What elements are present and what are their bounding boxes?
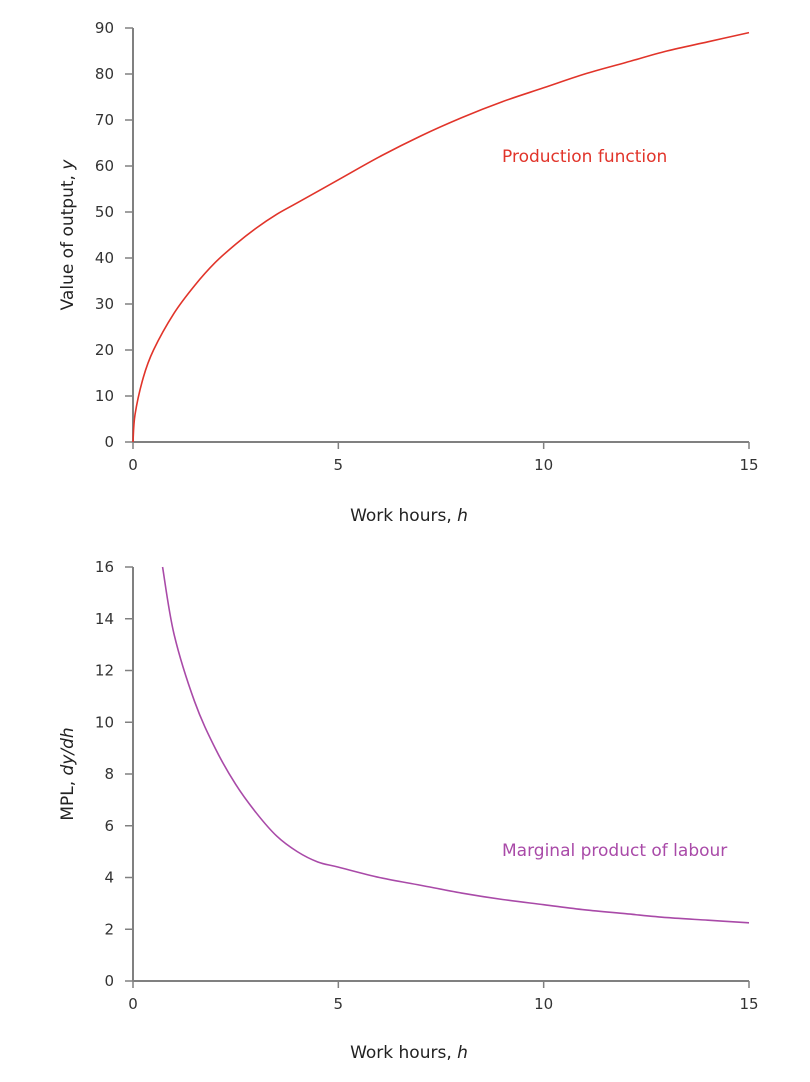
x-tick-label: 0 [128, 456, 138, 474]
x-tick-label: 0 [128, 995, 138, 1013]
x-tick-label: 15 [739, 995, 758, 1013]
production-function-chart: 0 10 20 30 40 50 60 70 80 90 0 5 10 15 Production fu… [58, 19, 759, 526]
y-tick-label: 2 [104, 920, 114, 938]
y-tick-label: 14 [95, 610, 114, 628]
mpl-chart: 0 2 4 6 8 10 12 14 16 0 5 10 15 Marginal product of… [58, 558, 759, 1063]
mpl-curve [161, 566, 750, 924]
y-tick-label: 4 [104, 869, 114, 887]
y-tick-label: 30 [95, 295, 114, 313]
y-tick-label: 80 [95, 65, 114, 83]
y-tick-label: 8 [104, 765, 114, 783]
bottom-x-axis-title: Work hours, h [350, 1043, 468, 1063]
y-tick-label: 12 [95, 662, 114, 680]
y-tick-label: 90 [95, 19, 114, 37]
top-y-axis-title: Value of output, y [58, 159, 78, 311]
y-tick-label: 60 [95, 157, 114, 175]
y-tick-label: 16 [95, 558, 114, 576]
x-tick-label: 10 [534, 995, 553, 1013]
x-tick-label: 5 [334, 456, 344, 474]
top-x-axis-ticks: 0 5 10 15 [128, 442, 759, 474]
y-tick-label: 20 [95, 341, 114, 359]
bottom-y-axis-ticks: 0 2 4 6 8 10 12 14 16 [95, 558, 133, 990]
top-y-axis-ticks: 0 10 20 30 40 50 60 70 80 90 [95, 19, 133, 451]
production-function-label: Production function [502, 147, 667, 167]
bottom-x-axis-ticks: 0 5 10 15 [128, 981, 759, 1013]
top-x-axis-title: Work hours, h [350, 506, 468, 526]
y-tick-label: 0 [104, 972, 114, 990]
x-tick-label: 5 [334, 995, 344, 1013]
production-function-curve [132, 31, 750, 443]
y-tick-label: 50 [95, 203, 114, 221]
x-tick-label: 10 [534, 456, 553, 474]
bottom-y-axis-title: MPL, dy/dh [58, 727, 78, 820]
y-tick-label: 10 [95, 713, 114, 731]
mpl-label: Marginal product of labour [502, 841, 727, 861]
x-tick-label: 15 [739, 456, 758, 474]
y-tick-label: 0 [104, 433, 114, 451]
y-tick-label: 70 [95, 111, 114, 129]
y-tick-label: 40 [95, 249, 114, 267]
y-tick-label: 6 [104, 817, 114, 835]
y-tick-label: 10 [95, 387, 114, 405]
